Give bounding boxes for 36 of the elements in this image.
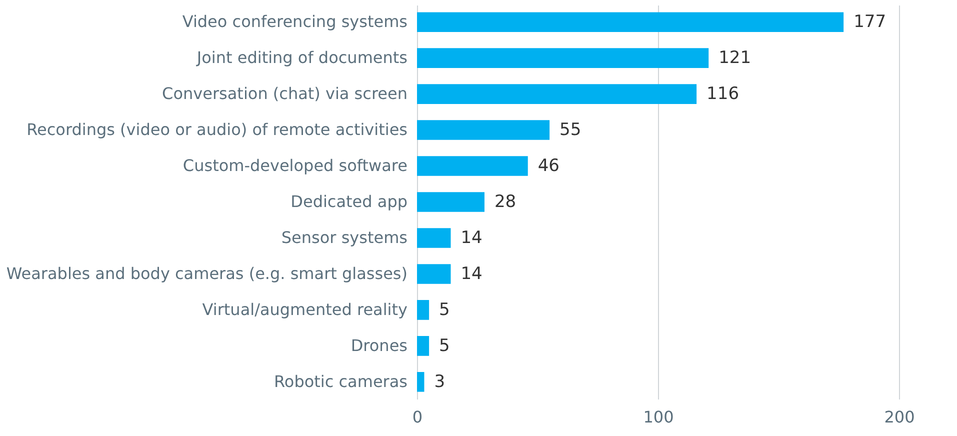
data-label: 14 — [460, 228, 482, 248]
y-tick-label: Video conferencing systems — [182, 12, 408, 32]
bar — [417, 192, 484, 212]
data-label: 14 — [460, 264, 482, 284]
bar — [417, 372, 424, 392]
bar — [417, 300, 430, 320]
y-tick-label: Robotic cameras — [274, 372, 408, 391]
y-tick-label: Conversation (chat) via screen — [162, 84, 408, 104]
y-tick-label: Joint editing of documents — [196, 48, 408, 68]
data-label: 5 — [439, 336, 450, 356]
data-label: 5 — [439, 300, 450, 320]
y-tick-label: Drones — [350, 336, 408, 355]
y-tick-label: Recordings (video or audio) of remote activities — [26, 120, 408, 140]
x-tick-label: 100 — [643, 408, 674, 426]
y-tick-label: Custom-developed software — [182, 156, 408, 176]
data-label: 46 — [538, 156, 560, 176]
bar — [417, 336, 430, 356]
bar — [417, 264, 451, 284]
y-tick-label: Dedicated app — [290, 192, 408, 211]
bar — [417, 48, 709, 68]
bar — [417, 120, 550, 140]
data-label: 55 — [560, 120, 582, 140]
y-tick-label: Sensor systems — [281, 228, 408, 247]
bar — [417, 12, 844, 32]
y-tick-label: Wearables and body cameras (e.g. smart glasses) — [6, 264, 408, 283]
y-tick-label: Virtual/augmented reality — [202, 300, 408, 319]
x-tick-label: 0 — [412, 408, 423, 426]
data-label: 177 — [854, 12, 886, 32]
x-tick-label: 200 — [884, 408, 915, 426]
bar — [417, 84, 697, 104]
data-label: 28 — [494, 192, 516, 212]
data-label: 116 — [706, 84, 740, 104]
bar — [417, 156, 528, 176]
bar — [417, 228, 451, 248]
data-label: 3 — [434, 372, 446, 392]
data-label: 121 — [718, 48, 752, 68]
